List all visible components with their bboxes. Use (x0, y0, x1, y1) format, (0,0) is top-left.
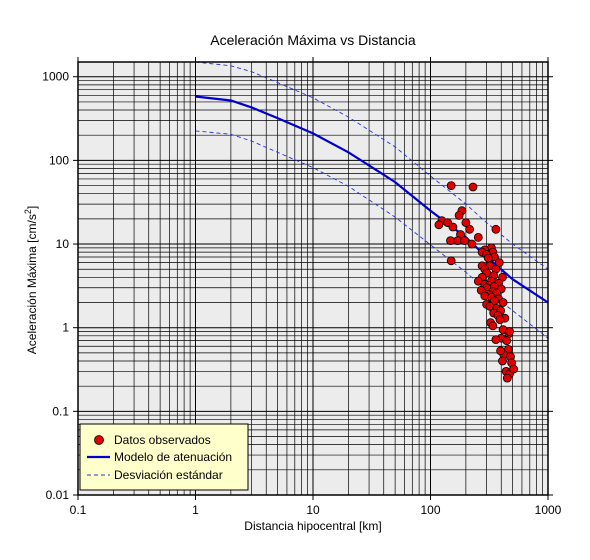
y-tick-label: 1000 (42, 70, 69, 84)
x-tick-label: 100 (420, 503, 440, 517)
data-point (502, 336, 512, 346)
x-tick-label: 1000 (535, 503, 562, 517)
x-axis-title: Distancia hipocentral [km] (244, 519, 381, 533)
data-point (498, 356, 507, 366)
grid-lines (78, 62, 548, 495)
data-point (468, 182, 478, 192)
x-tick-label: 0.1 (70, 503, 87, 517)
y-axis-ticks: 0.01 0.1 1 10 100 1000 (42, 70, 553, 502)
x-tick-label: 10 (306, 503, 320, 517)
legend-label-std: Desviación estándar (114, 468, 223, 482)
data-point (461, 218, 471, 228)
data-point (491, 224, 501, 234)
std-lower-line (195, 130, 549, 339)
y-tick-label: 10 (56, 237, 70, 251)
legend-marker-observed (94, 435, 104, 445)
std-upper-line (195, 61, 549, 270)
y-axis-title-superscript: 2 (23, 209, 33, 214)
y-tick-label: 1 (62, 321, 69, 335)
data-point (488, 321, 498, 331)
data-point (491, 335, 501, 345)
y-tick-label: 0.1 (52, 404, 69, 418)
y-axis-title-main: Aceleración Máxima [cm/s (25, 214, 39, 354)
legend-label-observed: Datos observados (114, 433, 211, 447)
data-point (498, 298, 508, 307)
data-point (448, 222, 458, 232)
observed-points (434, 181, 518, 383)
data-point (446, 256, 456, 266)
data-point (467, 239, 477, 249)
data-point (505, 327, 514, 336)
data-point (446, 181, 456, 191)
data-point (454, 210, 464, 220)
data-point (496, 346, 506, 356)
data-point (465, 224, 475, 234)
plot-area (77, 61, 549, 496)
legend: Datos observados Modelo de atenuación De… (79, 423, 249, 491)
data-point (502, 373, 512, 383)
data-point (460, 236, 470, 246)
data-point (495, 315, 505, 325)
x-tick-label: 1 (192, 503, 199, 517)
y-tick-label: 0.01 (46, 488, 70, 502)
chart-title: Aceleración Máxima vs Distancia (210, 32, 416, 48)
data-point (509, 364, 518, 374)
data-point (483, 253, 493, 263)
x-axis-ticks: 0.1 1 10 100 1000 (70, 57, 562, 517)
y-axis-title-end: ] (25, 206, 39, 209)
data-point (473, 232, 483, 242)
data-point (434, 220, 444, 230)
y-axis-title: Aceleración Máxima [cm/s2] (23, 206, 39, 354)
y-tick-label: 100 (49, 153, 69, 167)
legend-label-model: Modelo de atenuación (114, 450, 232, 464)
